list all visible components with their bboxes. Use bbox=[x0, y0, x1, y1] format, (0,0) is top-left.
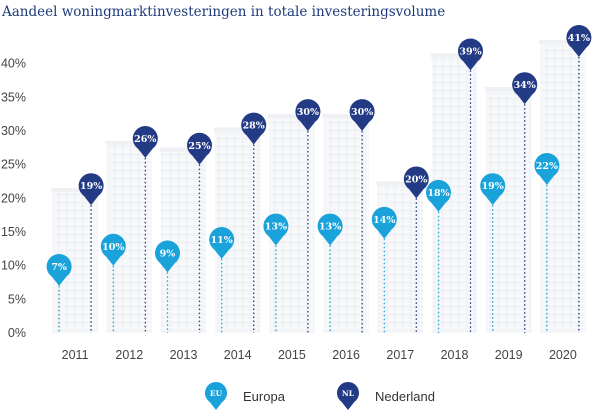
pin-eu-2017 bbox=[371, 206, 397, 239]
data-pins: 7% 10% 9% 11% 13% 13% 14% 18% 19% 22% 19% 26% 25% 28%… bbox=[46, 25, 592, 286]
building-2019 bbox=[485, 90, 532, 333]
data-label-nl-2011: 19% bbox=[80, 181, 102, 192]
pin-eu-2013 bbox=[154, 240, 180, 273]
pin-nl-2020 bbox=[566, 25, 592, 57]
pin-eu-2014 bbox=[209, 227, 235, 259]
data-label-eu-2019: 19% bbox=[482, 181, 504, 192]
pin-nl-2011 bbox=[78, 173, 104, 206]
data-label-eu-2017: 14% bbox=[373, 215, 395, 226]
y-tick-label: 15% bbox=[1, 225, 26, 239]
y-axis: 0% 5% 10% 15% 20% 25% 30% 35% 40% bbox=[1, 57, 26, 340]
data-label-nl-2013: 25% bbox=[188, 141, 210, 152]
legend-label-europa: Europa bbox=[243, 389, 286, 404]
x-tick-label-2017: 2017 bbox=[386, 348, 414, 362]
legend-label-nederland: Nederland bbox=[375, 389, 435, 404]
x-tick-label-2018: 2018 bbox=[441, 348, 469, 362]
pin-nl-2019 bbox=[512, 72, 538, 105]
data-label-nl-2014: 28% bbox=[243, 121, 265, 132]
y-tick-label: 10% bbox=[1, 259, 26, 273]
building-roof-2012 bbox=[105, 140, 154, 145]
pin-nl-2018 bbox=[457, 38, 483, 71]
pin-eu-2016 bbox=[317, 213, 343, 246]
data-label-eu-2018: 18% bbox=[427, 188, 449, 199]
pin-nl-2014 bbox=[241, 112, 267, 145]
pin-nl-2017 bbox=[403, 166, 429, 199]
data-label-nl-2017: 20% bbox=[405, 174, 427, 185]
y-tick-label: 5% bbox=[8, 292, 26, 306]
building-roof-2013 bbox=[159, 147, 208, 152]
data-label-eu-2015: 13% bbox=[265, 222, 287, 233]
y-tick-label: 40% bbox=[1, 57, 26, 71]
data-label-eu-2016: 13% bbox=[319, 222, 341, 233]
building-roof-2015 bbox=[268, 114, 316, 118]
data-label-eu-2013: 9% bbox=[160, 249, 176, 260]
x-tick-label-2015: 2015 bbox=[278, 348, 306, 362]
pin-eu-2012 bbox=[100, 233, 126, 266]
data-label-eu-2020: 22% bbox=[536, 161, 558, 172]
data-label-nl-2015: 30% bbox=[297, 107, 319, 118]
building-2020 bbox=[540, 42, 586, 333]
building-roof-2017 bbox=[376, 181, 425, 186]
data-label-nl-2020: 41% bbox=[568, 33, 590, 44]
y-tick-label: 0% bbox=[8, 326, 26, 340]
x-tick-label-2012: 2012 bbox=[115, 348, 143, 362]
background-buildings bbox=[51, 39, 587, 334]
building-roof-2019 bbox=[484, 87, 533, 92]
legend-pin-abbr: EU bbox=[210, 389, 223, 398]
legend-item-europa: EU Europa bbox=[205, 381, 286, 410]
chart-title: Aandeel woningmarktinvesteringen in tota… bbox=[1, 4, 445, 20]
data-label-eu-2014: 11% bbox=[211, 235, 233, 246]
data-label-nl-2019: 34% bbox=[514, 80, 536, 91]
legend-pin-shape bbox=[205, 381, 227, 410]
x-tick-label-2020: 2020 bbox=[549, 348, 577, 362]
x-tick-label-2013: 2013 bbox=[170, 348, 198, 362]
pin-eu-2019 bbox=[480, 173, 506, 206]
building-roof-2016 bbox=[322, 114, 370, 118]
building-roof-2018 bbox=[430, 53, 479, 58]
legend-item-nederland: NL Nederland bbox=[337, 381, 435, 410]
pin-nl-2012 bbox=[132, 126, 158, 158]
legend-pin-shape bbox=[337, 381, 360, 410]
building-roof-2020 bbox=[539, 39, 587, 44]
pin-eu-2015 bbox=[263, 213, 289, 246]
pin-nl-2013 bbox=[187, 132, 212, 165]
legend-pin-abbr: NL bbox=[342, 389, 355, 398]
x-tick-label-2011: 2011 bbox=[62, 348, 89, 362]
building-roof-2011 bbox=[51, 188, 99, 193]
data-label-nl-2016: 30% bbox=[351, 107, 373, 118]
building-roof-2014 bbox=[213, 127, 262, 132]
pin-eu-2018 bbox=[425, 179, 451, 212]
pin-eu-2020 bbox=[534, 152, 560, 185]
x-tick-label-2019: 2019 bbox=[495, 348, 523, 362]
x-tick-label-2016: 2016 bbox=[332, 348, 360, 362]
legend-pin-eu-icon: EU bbox=[205, 381, 227, 410]
data-label-nl-2012: 26% bbox=[134, 134, 156, 145]
legend-pin-nl-icon: NL bbox=[337, 381, 360, 410]
x-axis: 2011 2012 2013 2014 2015 2016 2017 2018 2019 2020 bbox=[62, 348, 577, 362]
y-tick-label: 35% bbox=[1, 90, 26, 104]
y-tick-label: 25% bbox=[1, 158, 26, 172]
pin-nl-2015 bbox=[295, 99, 321, 131]
legend: EU Europa NL Nederland bbox=[205, 381, 435, 410]
pin-eu-2011 bbox=[46, 253, 72, 286]
data-label-eu-2011: 7% bbox=[51, 262, 67, 273]
pin-stems bbox=[58, 56, 580, 333]
x-tick-label-2014: 2014 bbox=[224, 348, 252, 362]
data-label-nl-2018: 39% bbox=[459, 47, 481, 58]
y-tick-label: 30% bbox=[1, 124, 26, 138]
data-label-eu-2012: 10% bbox=[102, 242, 124, 253]
y-tick-label: 20% bbox=[1, 191, 26, 205]
pin-nl-2016 bbox=[349, 99, 375, 131]
